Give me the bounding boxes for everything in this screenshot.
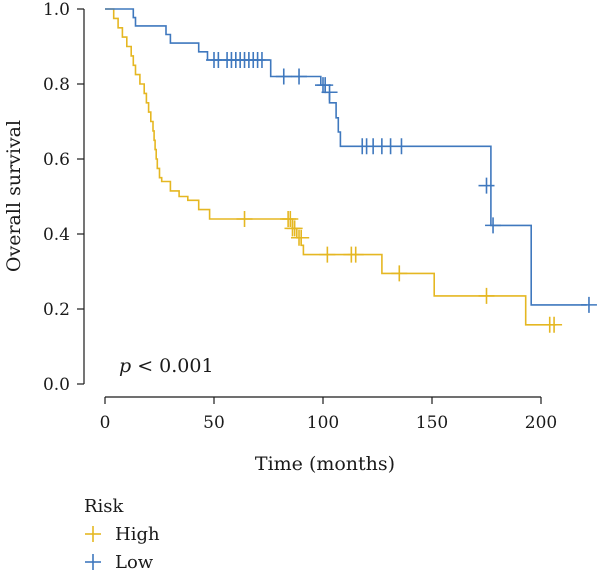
legend-label-high: High [115, 524, 160, 545]
x-tick-label: 150 [416, 413, 448, 433]
y-tick-label: 0.4 [43, 225, 70, 245]
censor-mark-low [580, 296, 597, 313]
p-value-symbol: p [119, 355, 131, 377]
axes [83, 9, 541, 398]
censor-mark-high [319, 246, 336, 263]
x-tick-label: 100 [307, 413, 339, 433]
legend: Risk High Low [84, 496, 160, 571]
legend-marker-high [85, 526, 101, 542]
ticks: 0 50 100 150 200 0.0 0.2 0.4 0.6 0.8 1.0 [43, 0, 557, 433]
censor-mark-low [393, 138, 410, 155]
censor-mark-high [286, 220, 303, 237]
legend-item-low: Low [85, 552, 154, 571]
censor-mark-high [293, 229, 310, 246]
y-tick-label: 0.0 [43, 375, 70, 395]
y-tick-label: 0.8 [43, 75, 70, 95]
y-axis-title: Overall survival [3, 120, 25, 272]
p-value-annotation: p < 0.001 [119, 355, 214, 377]
legend-marker-low [85, 554, 101, 570]
legend-label-low: Low [115, 552, 154, 571]
survival-curve-high [105, 8, 557, 326]
x-tick-label: 200 [525, 413, 557, 433]
censor-mark-low [291, 68, 308, 85]
series-low [105, 8, 597, 313]
censor-mark-high [347, 246, 364, 263]
series-layer [105, 8, 597, 333]
censor-mark-high [391, 265, 408, 282]
x-tick-label: 0 [100, 413, 111, 433]
censor-mark-high [478, 287, 495, 304]
censor-mark-low [275, 68, 292, 85]
survival-curve-low [105, 8, 587, 306]
censor-mark-high [546, 316, 563, 333]
y-tick-label: 1.0 [43, 0, 70, 20]
y-tick-label: 0.6 [43, 150, 70, 170]
legend-title: Risk [84, 496, 125, 517]
y-tick-label: 0.2 [43, 300, 70, 320]
censor-mark-high [236, 211, 253, 227]
legend-item-high: High [85, 524, 160, 545]
censor-mark-low [321, 84, 338, 101]
series-high [105, 8, 563, 333]
censor-mark-low [478, 177, 495, 194]
x-tick-label: 50 [203, 413, 225, 433]
x-axis-title: Time (months) [255, 453, 395, 475]
censor-mark-low [485, 217, 502, 234]
censor-mark-low [317, 77, 334, 94]
censor-mark-high [282, 211, 299, 227]
p-value-text: < 0.001 [131, 355, 213, 377]
censor-mark-low [253, 52, 270, 68]
